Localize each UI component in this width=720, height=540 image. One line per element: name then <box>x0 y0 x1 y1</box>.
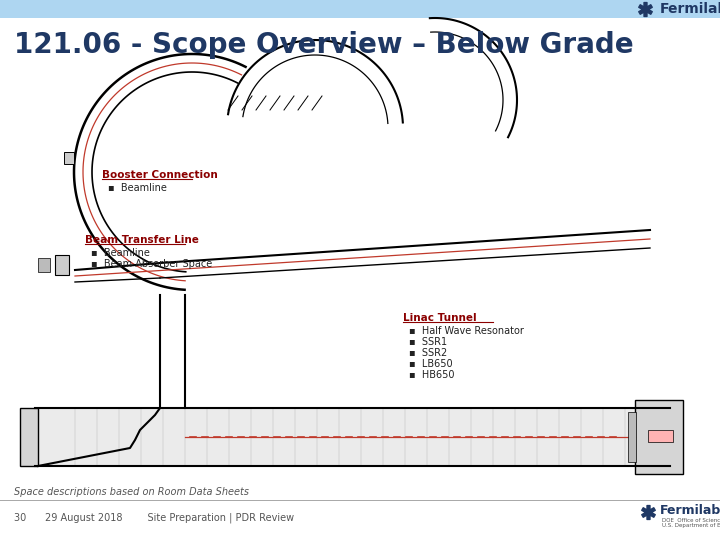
Text: ▪  HB650: ▪ HB650 <box>409 370 454 380</box>
Bar <box>55 255 69 275</box>
Text: ▪  Half Wave Resonator: ▪ Half Wave Resonator <box>409 326 524 336</box>
Text: ▪  LB650: ▪ LB650 <box>409 359 453 369</box>
Bar <box>35 408 670 466</box>
Bar <box>0 0 720 18</box>
Bar <box>628 412 636 462</box>
Text: 121.06 - Scope Overview – Below Grade: 121.06 - Scope Overview – Below Grade <box>14 31 634 59</box>
Text: Beam Transfer Line: Beam Transfer Line <box>85 235 199 245</box>
Text: ▪  SSR2: ▪ SSR2 <box>409 348 447 358</box>
Text: Space descriptions based on Room Data Sheets: Space descriptions based on Room Data Sh… <box>14 487 249 497</box>
Text: DOE  Office of Science: DOE Office of Science <box>662 517 720 523</box>
Text: Booster Connection: Booster Connection <box>102 170 217 180</box>
Bar <box>635 400 683 474</box>
Text: Linac Tunnel: Linac Tunnel <box>403 313 477 323</box>
Text: ▪  SSR1: ▪ SSR1 <box>409 337 447 347</box>
Text: ▪  Beam Absorber Space: ▪ Beam Absorber Space <box>91 259 212 269</box>
Text: 30      29 August 2018        Site Preparation | PDR Review: 30 29 August 2018 Site Preparation | PDR… <box>14 513 294 523</box>
Text: Fermilab: Fermilab <box>660 503 720 516</box>
Bar <box>0 500 720 501</box>
Text: ▪  Beamline: ▪ Beamline <box>91 248 150 258</box>
Text: Fermilab: Fermilab <box>660 2 720 16</box>
Bar <box>648 430 673 442</box>
Text: U.S. Department of Energy: U.S. Department of Energy <box>662 523 720 529</box>
Bar <box>20 408 38 466</box>
Text: ▪  Beamline: ▪ Beamline <box>108 183 167 193</box>
Bar <box>64 152 74 164</box>
Bar <box>38 258 50 272</box>
